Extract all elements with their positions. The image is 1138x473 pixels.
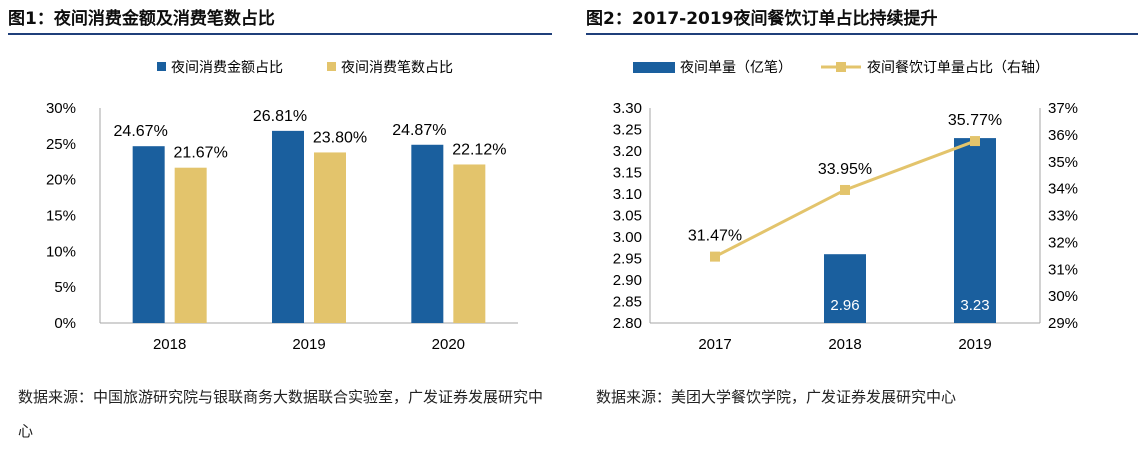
y-left-tick-label: 3.20	[613, 143, 642, 160]
right-figure-title: 图2：2017-2019夜间餐饮订单占比持续提升	[586, 9, 938, 29]
line-data-label: 33.95%	[818, 161, 872, 178]
y-left-tick-label: 2.90	[613, 272, 642, 289]
y-left-tick-label: 3.15	[613, 165, 642, 182]
x-tick-label: 2020	[432, 336, 465, 353]
legend-swatch-bar	[633, 62, 675, 73]
line-data-label: 31.47%	[688, 228, 742, 245]
bar	[453, 164, 486, 323]
bar	[314, 152, 346, 323]
line-marker	[710, 251, 720, 262]
y-tick-label: 30%	[46, 100, 76, 117]
right-title-rule	[586, 33, 1138, 35]
y-left-tick-label: 3.30	[613, 100, 642, 117]
x-tick-label: 2017	[698, 336, 731, 353]
y-left-tick-label: 3.00	[613, 229, 642, 246]
legend-swatch	[157, 62, 166, 71]
y-right-tick-label: 34%	[1048, 181, 1078, 198]
y-left-tick-label: 2.95	[613, 251, 642, 268]
x-tick-label: 2019	[292, 336, 325, 353]
data-label: 22.12%	[452, 141, 506, 158]
y-right-tick-label: 33%	[1048, 208, 1078, 225]
legend-swatch-marker	[836, 62, 846, 72]
data-label: 21.67%	[174, 145, 228, 162]
data-label: 23.80%	[313, 129, 367, 146]
right-chart: 3.30 3.25 3.20 3.15 3.10 3.05 3.00 2.95 2.90 2.85…	[613, 59, 1078, 353]
y-left-tick-label: 2.85	[613, 294, 642, 311]
y-left-tick-label: 2.80	[613, 315, 642, 332]
y-right-tick-label: 32%	[1048, 234, 1078, 251]
data-label: 26.81%	[253, 108, 307, 125]
left-source-note: 数据来源：中国旅游研究院与银联商务大数据联合实验室，广发证券发展研究中心	[18, 388, 544, 440]
line-series	[714, 139, 976, 258]
y-tick-label: 5%	[54, 279, 76, 296]
y-right-tick-label: 31%	[1048, 261, 1078, 278]
data-label: 24.87%	[392, 122, 446, 139]
y-right-tick-label: 36%	[1048, 127, 1078, 144]
legend-label: 夜间单量（亿笔）	[680, 59, 792, 75]
right-source-note: 数据来源：美团大学餐饮学院，广发证券发展研究中心	[596, 388, 957, 406]
left-figure-panel: 图1：夜间消费金额及消费笔数占比 30% 25% 20% 15% 10% 5% 0% 2018…	[0, 0, 560, 473]
left-figure-title: 图1：夜间消费金额及消费笔数占比	[8, 9, 275, 29]
y-tick-label: 25%	[46, 136, 76, 153]
bar	[954, 138, 996, 323]
y-tick-label: 0%	[54, 315, 76, 332]
data-label: 24.67%	[114, 123, 168, 140]
y-tick-label: 10%	[46, 243, 76, 260]
left-chart: 30% 25% 20% 15% 10% 5% 0% 2018 24.67% 21.67% 2019 2…	[46, 59, 518, 353]
y-tick-label: 15%	[46, 208, 76, 225]
x-tick-label: 2019	[958, 336, 991, 353]
x-tick-label: 2018	[153, 336, 186, 353]
y-left-tick-label: 3.10	[613, 186, 642, 203]
bar	[411, 144, 444, 323]
bar	[132, 146, 165, 323]
y-left-tick-label: 3.25	[613, 122, 642, 139]
line-marker	[840, 184, 850, 195]
y-right-tick-label: 35%	[1048, 154, 1078, 171]
bar-data-label: 2.96	[830, 297, 859, 314]
y-right-tick-label: 37%	[1048, 100, 1078, 117]
legend-label: 夜间餐饮订单量占比（右轴）	[867, 59, 1049, 75]
y-right-tick-label: 29%	[1048, 315, 1078, 332]
x-tick-label: 2018	[828, 336, 861, 353]
bar	[174, 167, 207, 323]
bar	[272, 130, 304, 323]
line-marker	[970, 136, 980, 147]
bar	[824, 254, 866, 323]
legend-label: 夜间消费金额占比	[171, 59, 283, 75]
line-data-label: 35.77%	[948, 112, 1002, 129]
y-tick-label: 20%	[46, 172, 76, 189]
left-title-rule	[8, 33, 552, 35]
bar-data-label: 3.23	[960, 297, 989, 314]
y-right-tick-label: 30%	[1048, 288, 1078, 305]
right-figure-panel: 图2：2017-2019夜间餐饮订单占比持续提升 3.30 3.25 3.20 3.1…	[578, 0, 1138, 473]
legend-swatch	[327, 62, 336, 71]
legend-label: 夜间消费笔数占比	[341, 59, 453, 75]
y-left-tick-label: 3.05	[613, 208, 642, 225]
